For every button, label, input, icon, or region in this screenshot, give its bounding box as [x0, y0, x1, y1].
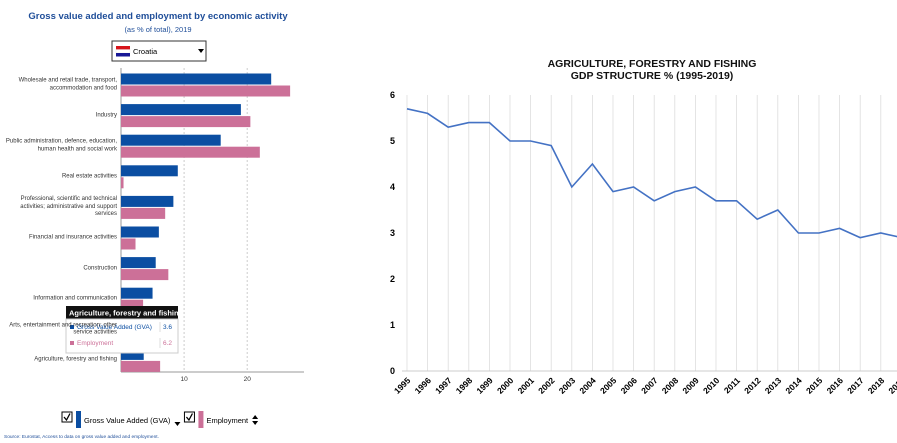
chart-title: GDP STRUCTURE % (1995-2019): [571, 70, 734, 82]
legend-swatch: [198, 411, 204, 428]
x-tick-label: 2004: [577, 375, 598, 396]
y-tick-label: 4: [390, 182, 395, 192]
category-label: Agriculture, forestry and fishing: [34, 356, 117, 363]
bar: [121, 104, 241, 116]
x-tick-label: 20: [244, 376, 252, 383]
tooltip-swatch: [70, 341, 74, 345]
dropdown: [111, 40, 207, 62]
y-tick-label: 2: [390, 274, 395, 284]
category-label: Arts, entertainment and recreation; othe…: [9, 322, 117, 336]
bar: [121, 257, 156, 269]
x-tick-label: 2010: [701, 375, 722, 396]
x-tick-label: 2007: [639, 375, 660, 396]
x-tick-label: 2012: [742, 375, 763, 396]
bar: [121, 348, 144, 360]
x-tick-label: 1999: [474, 375, 495, 396]
category-label: Wholesale and retail trade, transport, a…: [18, 77, 117, 92]
bar: [121, 299, 144, 311]
tooltip-title: Agriculture, forestry and fishing: [69, 309, 184, 318]
category-label: Real estate activities: [61, 173, 117, 180]
y-tick-label: 3: [390, 228, 395, 238]
x-tick-label: 2000: [495, 375, 516, 396]
legend-checkbox: [61, 411, 73, 423]
x-tick-label: 1998: [454, 375, 475, 396]
bar: [121, 177, 124, 189]
bar: [121, 116, 251, 128]
x-tick-label: 2015: [804, 375, 825, 396]
x-tick-label: 2014: [783, 375, 804, 396]
bar: [121, 73, 272, 85]
x-tick-label: 2001: [516, 375, 537, 396]
chart-title: AGRICULTURE, FORESTRY AND FISHING: [548, 58, 757, 70]
y-tick-label: 6: [390, 90, 395, 100]
bar: [121, 269, 169, 281]
chart-title: Gross value added and employment by econ…: [28, 11, 288, 22]
x-tick-label: 2019: [886, 375, 897, 396]
bar: [121, 207, 166, 219]
bar: [121, 134, 221, 146]
bar: [121, 360, 161, 372]
tooltip-value: 6.2: [163, 340, 172, 347]
bar: [121, 238, 136, 250]
category-label: Financial and insurance activities: [28, 234, 117, 241]
x-tick-label: 2013: [763, 375, 784, 396]
bar: [121, 85, 291, 97]
tooltip-value: 3.6: [163, 324, 172, 331]
legend-label: Employment: [206, 416, 249, 425]
category-label: Public administration, defence, educatio…: [5, 138, 117, 153]
x-tick-label: 2006: [619, 375, 640, 396]
category-label: Construction: [83, 264, 117, 271]
x-tick-label: 1997: [433, 375, 454, 396]
legend-checkbox: [183, 411, 195, 423]
bar: [121, 330, 147, 342]
y-tick-label: 1: [390, 320, 395, 330]
x-tick-label: 2011: [722, 375, 742, 395]
y-tick-label: 0: [390, 366, 395, 376]
bar: [121, 146, 260, 158]
y-tick-label: 5: [390, 136, 395, 146]
bar: [121, 165, 178, 177]
category-label: Information and communication: [33, 295, 117, 302]
x-tick-label: 2008: [660, 375, 681, 396]
dropdown-caret: [198, 49, 204, 53]
flag-white: [115, 49, 131, 54]
legend-sort: [252, 415, 259, 425]
bar: [121, 226, 159, 238]
flag-red: [116, 46, 130, 50]
bar: [121, 287, 153, 299]
data-line: [406, 108, 897, 239]
x-tick-label: 1996: [413, 375, 434, 396]
legend-check: [63, 413, 71, 422]
x-tick-label: 2002: [536, 375, 557, 396]
bar: [121, 318, 144, 330]
legend-check: [185, 413, 194, 422]
x-tick-label: 10: [180, 376, 188, 383]
category-label: Industry: [95, 111, 117, 118]
source-note: Source: Eurostat, Access to data on gros…: [4, 434, 159, 440]
x-tick-label: 2009: [680, 375, 701, 396]
x-tick-label: 2003: [557, 375, 578, 396]
x-tick-label: 2016: [825, 375, 846, 396]
dropdown-label: Croatia: [133, 47, 158, 56]
chart-subtitle: (as % of total), 2019: [124, 25, 191, 34]
flag-blue: [116, 53, 130, 57]
legend-label: Gross Value Added (GVA): [84, 416, 171, 425]
legend-swatch: [76, 411, 81, 428]
x-tick-label: 2017: [845, 375, 866, 396]
category-label: Professional, scientific and technical a…: [20, 196, 117, 218]
bar: [121, 195, 174, 207]
x-tick-label: 1995: [392, 375, 413, 396]
x-tick-label: 2018: [866, 375, 887, 396]
x-tick-label: 2005: [598, 375, 619, 396]
tooltip-header: [66, 306, 178, 319]
tooltip-series-name: Employment: [77, 340, 113, 347]
legend-caret: [174, 422, 181, 426]
